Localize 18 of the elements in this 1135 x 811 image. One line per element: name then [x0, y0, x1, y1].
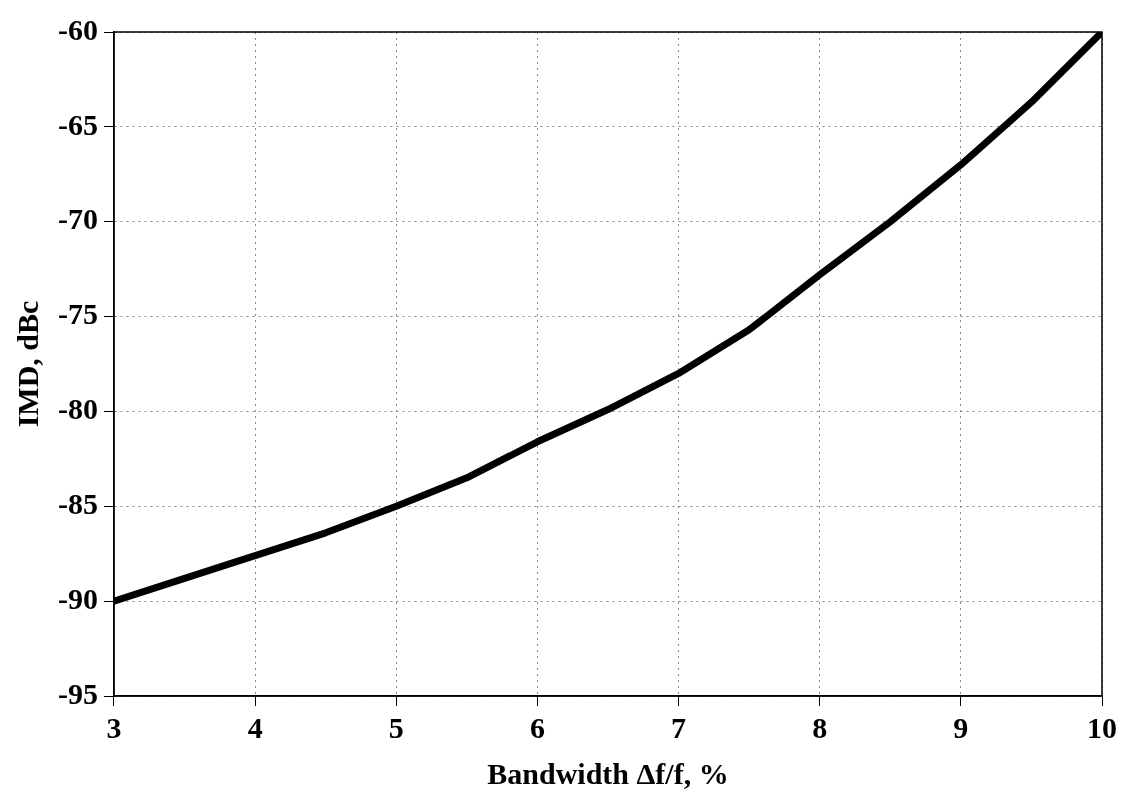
y-tick-label: -85 — [57, 487, 98, 521]
y-tick-label: -90 — [57, 581, 98, 615]
x-tick-label: 7 — [671, 710, 687, 744]
x-tick-label: 10 — [1087, 710, 1117, 744]
x-tick-label: 4 — [247, 710, 263, 744]
x-tick-label: 3 — [106, 710, 122, 744]
y-axis-title: IMD, dBc — [10, 300, 44, 428]
x-axis-title: Bandwidth Δf/f, % — [487, 756, 729, 790]
y-tick-label: -70 — [57, 202, 98, 236]
y-tick-label: -75 — [57, 297, 98, 331]
x-tick-label: 5 — [388, 710, 404, 744]
x-tick-label: 6 — [529, 710, 545, 744]
x-tick-label: 8 — [812, 710, 828, 744]
y-tick-label: -60 — [57, 12, 98, 46]
y-tick-label: -95 — [57, 676, 98, 710]
y-tick-label: -80 — [57, 392, 98, 426]
y-tick-label: -65 — [57, 107, 98, 141]
x-tick-label: 9 — [953, 710, 969, 744]
